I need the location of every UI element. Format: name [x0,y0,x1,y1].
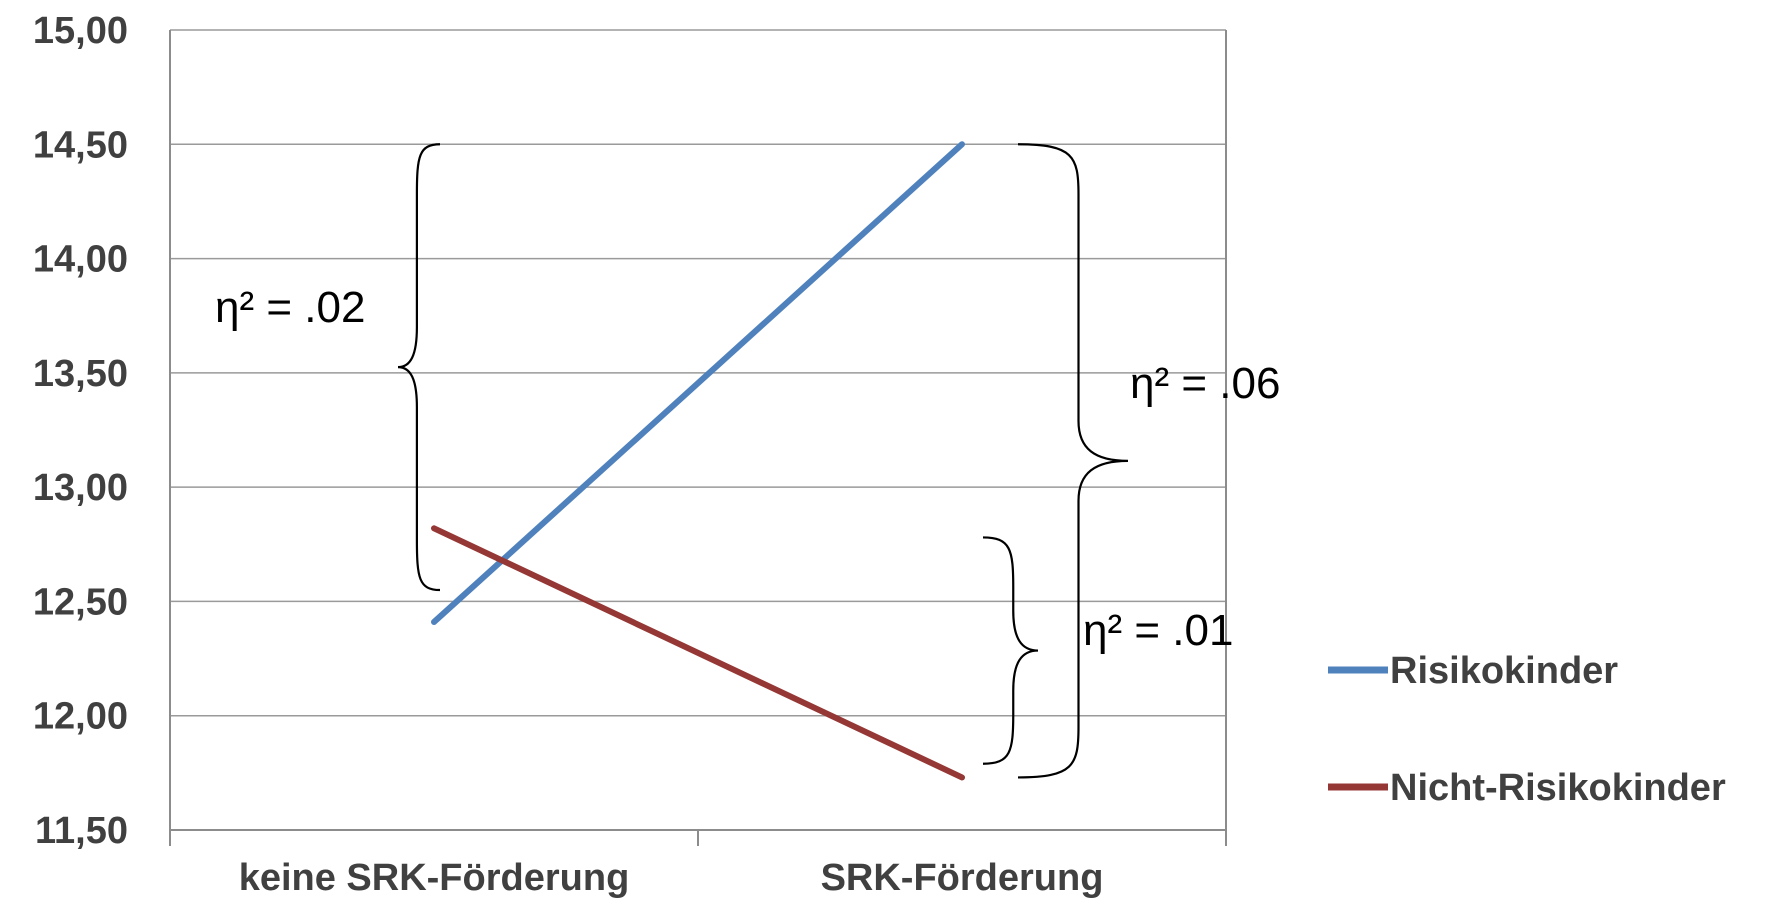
x-tick-label: keine SRK-Förderung [239,857,630,899]
series-lines [431,141,965,781]
legend-label: Risikokinder [1390,650,1618,692]
y-tick-label: 12,50 [33,581,128,623]
effect-size-label: η² = .02 [215,283,365,332]
y-tick-label: 13,50 [33,353,128,395]
y-tick-label: 14,50 [33,124,128,166]
y-tick-label: 12,00 [33,696,128,738]
effect-size-brace [982,536,1039,765]
legend: Risikokinder Nicht-Risikokinder [1328,650,1726,809]
effect-size-label: η² = .06 [1130,359,1280,408]
y-tick-label: 13,00 [33,467,128,509]
legend-item: Nicht-Risikokinder [1328,767,1726,809]
series-line-nicht-risikokinder [431,525,965,781]
x-tick-label: SRK-Förderung [821,857,1104,899]
y-tick-label: 14,00 [33,239,128,281]
axes: 11,50 12,00 12,50 13,00 13,50 14,00 14,50 15,00… [33,10,1227,899]
y-tick-label: 15,00 [33,10,128,52]
legend-item: Risikokinder [1328,650,1618,692]
gridlines [170,29,1226,717]
legend-label: Nicht-Risikokinder [1390,767,1726,809]
y-tick-label: 11,50 [35,810,128,852]
effect-size-annotations: η² = .02 η² = .06 η² = .01 [215,143,1280,779]
effect-size-brace [397,143,441,592]
effect-size-label: η² = .01 [1083,606,1233,655]
series-line-risikokinder [431,141,965,625]
effect-size-brace [1017,143,1129,779]
